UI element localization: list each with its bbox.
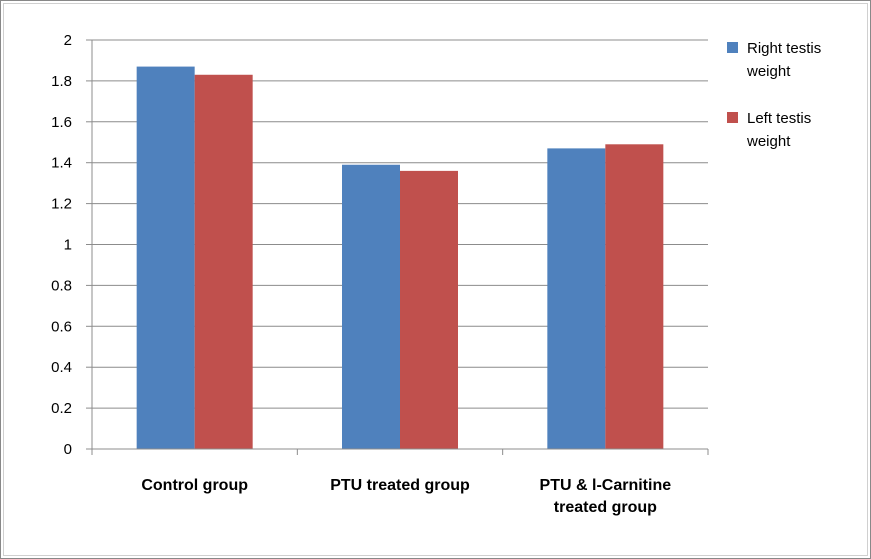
bars	[136, 66, 664, 450]
y-tick-label: 1	[64, 237, 72, 254]
x-category-label: treated group	[554, 499, 657, 516]
legend-label: weight	[746, 63, 791, 80]
legend: Right testis weight Left testis weight	[727, 40, 821, 150]
bar-right-testis	[342, 164, 400, 449]
x-category-label: PTU treated group	[330, 477, 470, 494]
bar-left-testis	[605, 144, 664, 450]
chart-frame-inner	[3, 3, 868, 556]
bar-left-testis	[194, 74, 253, 449]
legend-swatch	[727, 112, 738, 123]
y-tick-label: 0	[64, 441, 72, 458]
legend-label: Right testis	[747, 40, 821, 57]
legend-label: Left testis	[747, 110, 811, 127]
y-tick-label: 1.6	[51, 114, 72, 131]
y-tick-label: 0.2	[51, 400, 72, 417]
legend-label: weight	[746, 133, 791, 150]
y-tick-label: 0.4	[51, 359, 72, 376]
y-tick-label: 0.6	[51, 318, 72, 335]
x-category-label: PTU & l-Carnitine	[540, 477, 672, 494]
y-tick-label: 1.2	[51, 196, 72, 213]
x-category-label: Control group	[141, 477, 248, 494]
y-tick-label: 2	[64, 32, 72, 49]
bar-right-testis	[547, 148, 606, 449]
axes	[86, 39, 709, 455]
y-tick-label: 1.8	[51, 73, 72, 90]
bar-right-testis	[136, 66, 195, 450]
legend-swatch	[727, 42, 738, 53]
y-tick-label: 0.8	[51, 277, 72, 294]
y-tick-label: 1.4	[51, 155, 72, 172]
axis-labels: 0 0.2 0.4 0.6 0.8 1 1.2 1.4 1.6 1.8 2 Control group…	[51, 32, 671, 516]
bar-left-testis	[400, 170, 458, 449]
